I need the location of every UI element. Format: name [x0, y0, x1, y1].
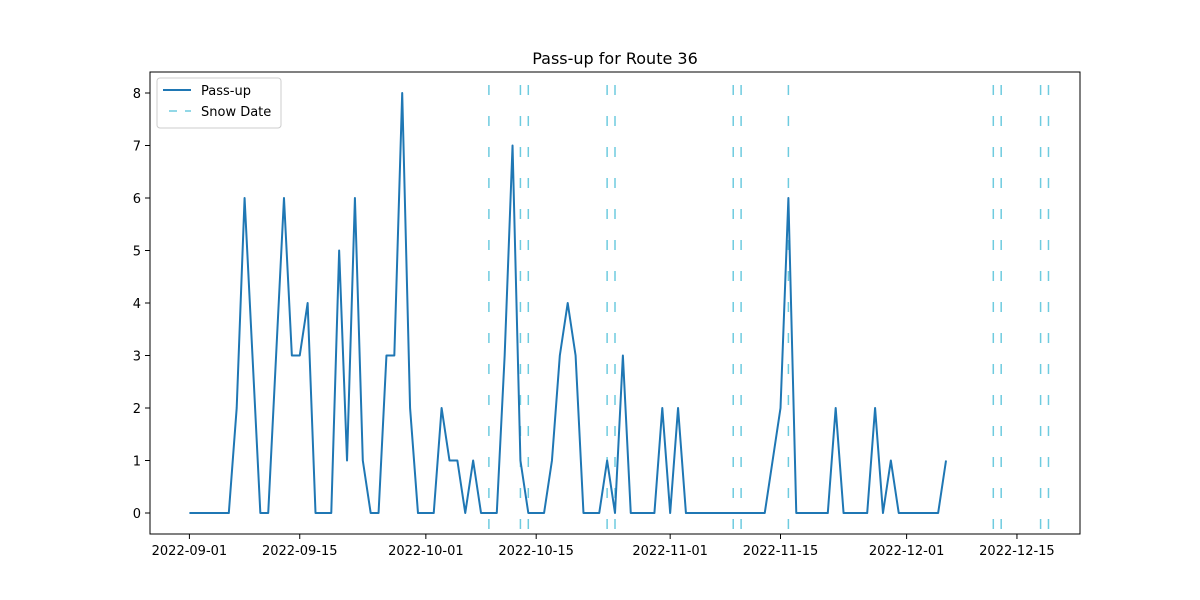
x-tick-label: 2022-10-15: [498, 544, 574, 559]
x-axis: 2022-09-01 2022-09-15 2022-10-01 2022-10-15…: [152, 534, 1055, 559]
legend-label-snow-date: Snow Date: [201, 105, 271, 120]
y-tick-label: 7: [133, 140, 141, 155]
x-tick-label: 2022-11-15: [743, 544, 819, 559]
y-tick-label: 5: [133, 245, 141, 260]
x-tick-label: 2022-12-15: [979, 544, 1055, 559]
x-tick-label: 2022-10-01: [388, 544, 464, 559]
x-tick-label: 2022-12-01: [869, 544, 945, 559]
y-tick-label: 0: [133, 507, 141, 522]
series-line-pass-up: [189, 92, 948, 514]
y-tick-label: 6: [133, 192, 141, 207]
y-axis: 0 1 2 3 4 5 6 7 8: [133, 87, 150, 522]
y-tick-label: 1: [133, 455, 141, 470]
x-tick-label: 2022-09-15: [262, 544, 338, 559]
legend-label-pass-up: Pass-up: [201, 84, 251, 99]
x-tick-label: 2022-11-01: [632, 544, 708, 559]
y-tick-label: 8: [133, 87, 141, 102]
y-tick-label: 4: [133, 297, 141, 312]
y-tick-label: 2: [133, 402, 141, 417]
x-tick-label: 2022-09-01: [152, 544, 228, 559]
pass-up-series: [189, 92, 948, 514]
chart-title: Pass-up for Route 36: [532, 49, 698, 68]
snow-date-lines: [488, 72, 1050, 534]
y-tick-label: 3: [133, 350, 141, 365]
legend: Pass-up Snow Date: [156, 77, 282, 129]
